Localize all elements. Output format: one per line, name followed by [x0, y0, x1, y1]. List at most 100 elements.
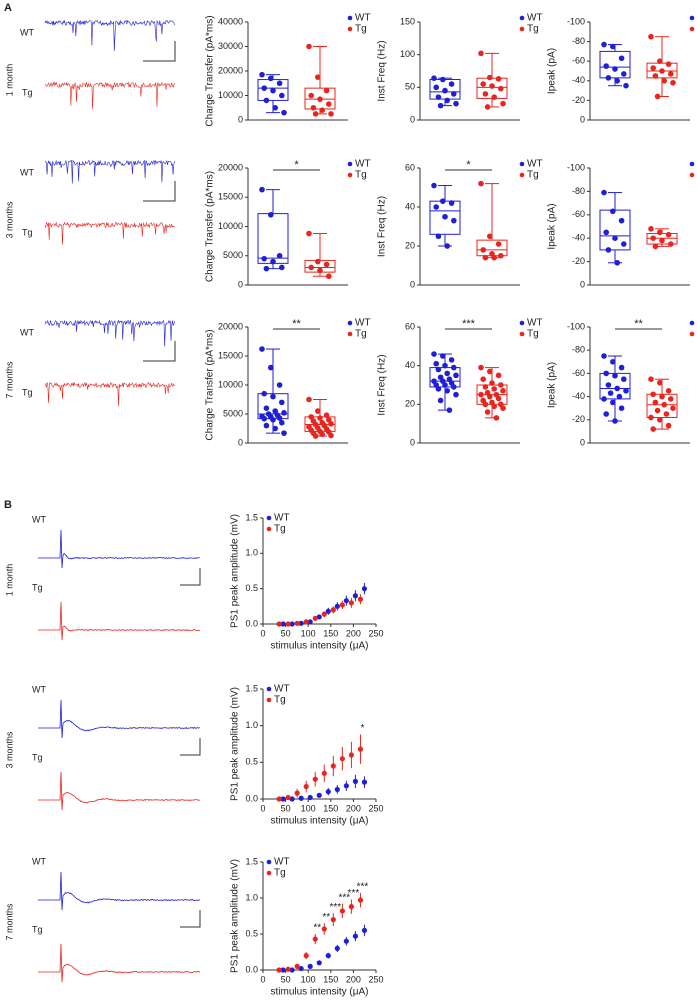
- point: [272, 104, 279, 111]
- point: [312, 433, 319, 439]
- y-axis-label: PS1 peak amplitude (mV): [230, 859, 241, 973]
- trace-label: WT: [32, 514, 46, 524]
- point: [268, 212, 274, 218]
- x-tick-label: 0: [260, 628, 265, 638]
- y-axis-label: Ipeak (pA): [547, 362, 558, 408]
- legend-marker: [519, 15, 525, 21]
- significance: **: [322, 912, 330, 923]
- significance: **: [292, 318, 301, 330]
- trace-label: WT: [20, 327, 34, 337]
- point: [487, 393, 493, 400]
- point: [315, 258, 321, 265]
- point: [330, 763, 336, 769]
- trace-label: Tg: [32, 752, 43, 762]
- box: [257, 213, 289, 264]
- significance: ***: [357, 882, 369, 893]
- y-tick-label: 20000: [218, 321, 243, 331]
- x-tick-label: 200: [346, 628, 361, 638]
- point: [442, 213, 448, 220]
- point: [431, 182, 437, 189]
- legend-marker: [347, 320, 353, 326]
- point: [343, 783, 349, 789]
- trace: [38, 871, 201, 911]
- legend-marker: [519, 26, 525, 32]
- point: [259, 186, 265, 193]
- legend-label: WT: [274, 513, 290, 524]
- legend-marker: [347, 331, 353, 337]
- point: [307, 619, 313, 625]
- point: [495, 372, 502, 379]
- point: [433, 204, 440, 210]
- y-tick-label: -60: [572, 368, 585, 378]
- trace-label: Tg: [22, 387, 33, 397]
- point: [263, 405, 270, 412]
- point: [272, 425, 279, 432]
- y-tick-label: 20: [405, 399, 415, 409]
- point: [326, 273, 332, 280]
- legend-label: Tg: [355, 170, 367, 181]
- point: [605, 382, 612, 388]
- y-tick-label: 1.5: [245, 683, 258, 693]
- trace: [44, 319, 175, 347]
- legend-marker: [266, 515, 272, 521]
- y-tick-label: 1.0: [245, 548, 258, 558]
- point: [618, 217, 625, 224]
- trace-label: WT: [20, 167, 34, 177]
- y-tick-label: -80: [572, 186, 585, 196]
- point: [603, 229, 609, 236]
- y-tick-label: 0.5: [245, 757, 258, 767]
- point: [280, 796, 286, 802]
- point: [261, 255, 268, 262]
- point: [261, 85, 268, 91]
- y-tick-label: 1.0: [245, 720, 258, 730]
- point: [303, 953, 309, 959]
- y-tick-label: 40000: [218, 16, 243, 26]
- y-tick-label: 0: [580, 437, 585, 447]
- point: [495, 241, 502, 247]
- y-axis-label: Charge Transfer (pA*ms): [205, 329, 216, 440]
- point: [657, 379, 663, 386]
- point: [431, 75, 437, 81]
- point: [603, 411, 609, 417]
- point: [478, 364, 484, 371]
- legend-label: WT: [527, 159, 543, 170]
- trace-label: Tg: [32, 924, 43, 934]
- legend-marker: [266, 526, 272, 532]
- point: [319, 431, 326, 438]
- y-axis-label: Ipeak (pA): [547, 48, 558, 94]
- point: [614, 385, 620, 392]
- point: [281, 109, 287, 116]
- y-tick-label: 0: [238, 437, 243, 447]
- point: [348, 600, 354, 606]
- trace: [44, 19, 175, 51]
- legend-marker: [347, 15, 353, 21]
- point: [442, 382, 448, 388]
- point: [498, 382, 504, 388]
- significance: **: [634, 318, 643, 330]
- legend-marker: [519, 161, 525, 167]
- point: [665, 61, 672, 67]
- y-tick-label: -40: [572, 75, 585, 85]
- trace: [38, 943, 201, 983]
- point: [270, 258, 276, 265]
- y-axis-label: PS1 peak amplitude (mV): [230, 514, 241, 628]
- age-label: 3 months: [4, 731, 14, 769]
- legend-marker: [266, 859, 272, 865]
- legend-label: WT: [355, 13, 371, 24]
- legend-label: WT: [274, 684, 290, 695]
- point: [480, 81, 487, 87]
- scale-bar: [180, 568, 201, 586]
- point: [321, 770, 327, 776]
- point: [614, 259, 620, 266]
- point: [289, 967, 295, 973]
- point: [495, 395, 502, 402]
- point: [312, 111, 319, 117]
- point: [482, 91, 489, 97]
- point: [648, 226, 654, 232]
- y-tick-label: 150: [400, 16, 415, 26]
- point: [270, 87, 276, 94]
- y-tick-label: 1.5: [245, 856, 258, 866]
- point: [352, 593, 358, 599]
- point: [276, 796, 282, 802]
- trace: [44, 221, 175, 245]
